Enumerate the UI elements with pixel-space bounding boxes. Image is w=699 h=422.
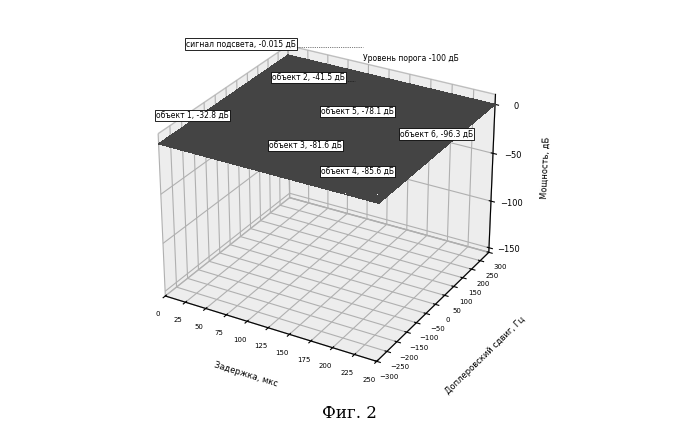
- X-axis label: Задержка, мкс: Задержка, мкс: [213, 360, 279, 389]
- Text: объект 6, -96.3 дБ: объект 6, -96.3 дБ: [400, 130, 473, 138]
- Text: объект 2, -41.5 дБ: объект 2, -41.5 дБ: [273, 73, 345, 82]
- Text: Уровень порога -100 дБ: Уровень порога -100 дБ: [363, 54, 459, 63]
- Y-axis label: Доплеровский сдвиг, Гц: Доплеровский сдвиг, Гц: [443, 315, 526, 396]
- Text: объект 1, -32.8 дБ: объект 1, -32.8 дБ: [156, 111, 229, 120]
- Text: сигнал подсвета, -0.015 дБ: сигнал подсвета, -0.015 дБ: [186, 40, 296, 49]
- Text: объект 4, -85.6 дБ: объект 4, -85.6 дБ: [322, 167, 394, 176]
- Text: Фиг. 2: Фиг. 2: [322, 405, 377, 422]
- Text: объект 5, -78.1 дБ: объект 5, -78.1 дБ: [322, 107, 394, 116]
- Text: объект 3, -81.6 дБ: объект 3, -81.6 дБ: [268, 141, 342, 150]
